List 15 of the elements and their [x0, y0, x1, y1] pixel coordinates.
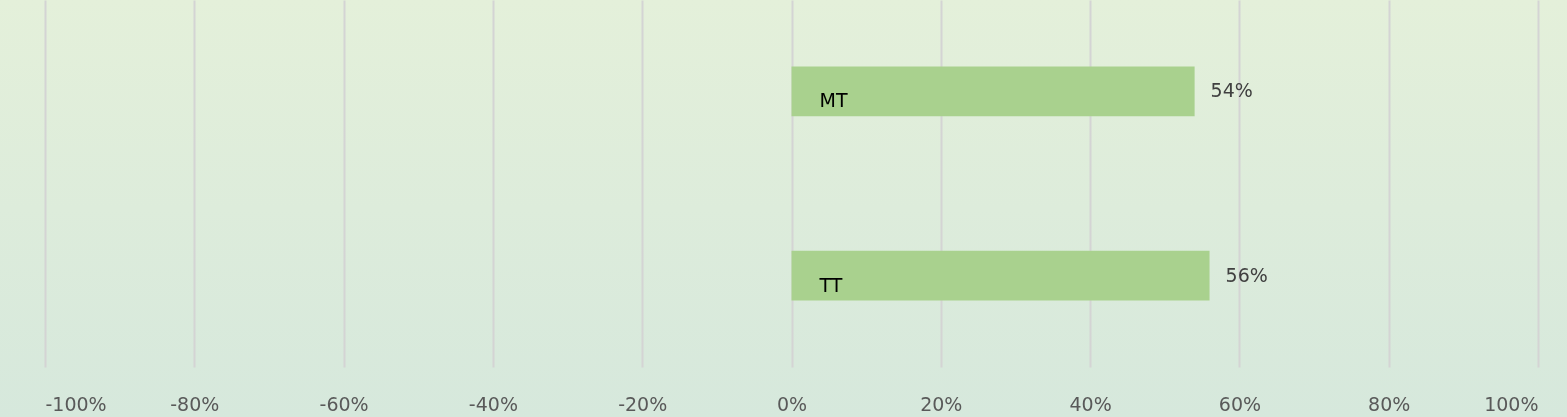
data-label: 56% — [1225, 263, 1268, 286]
y-tick-label: MT — [819, 89, 848, 112]
x-tick-label: -80% — [170, 392, 220, 415]
x-tick-label: 40% — [1069, 392, 1112, 415]
x-tick-label: 60% — [1218, 392, 1262, 415]
y-tick-label: TT — [818, 273, 843, 296]
x-tick-label: -60% — [319, 392, 369, 415]
x-tick-label: 0% — [776, 392, 808, 415]
x-tick-label: 100% — [1484, 392, 1539, 415]
x-tick-label: 80% — [1368, 392, 1411, 415]
x-tick-label: -20% — [618, 392, 668, 415]
x-tick-label: 20% — [920, 392, 963, 415]
x-tick-label: -40% — [468, 392, 518, 415]
x-tick-label: -100% — [45, 392, 107, 415]
data-label: 54% — [1210, 79, 1253, 102]
